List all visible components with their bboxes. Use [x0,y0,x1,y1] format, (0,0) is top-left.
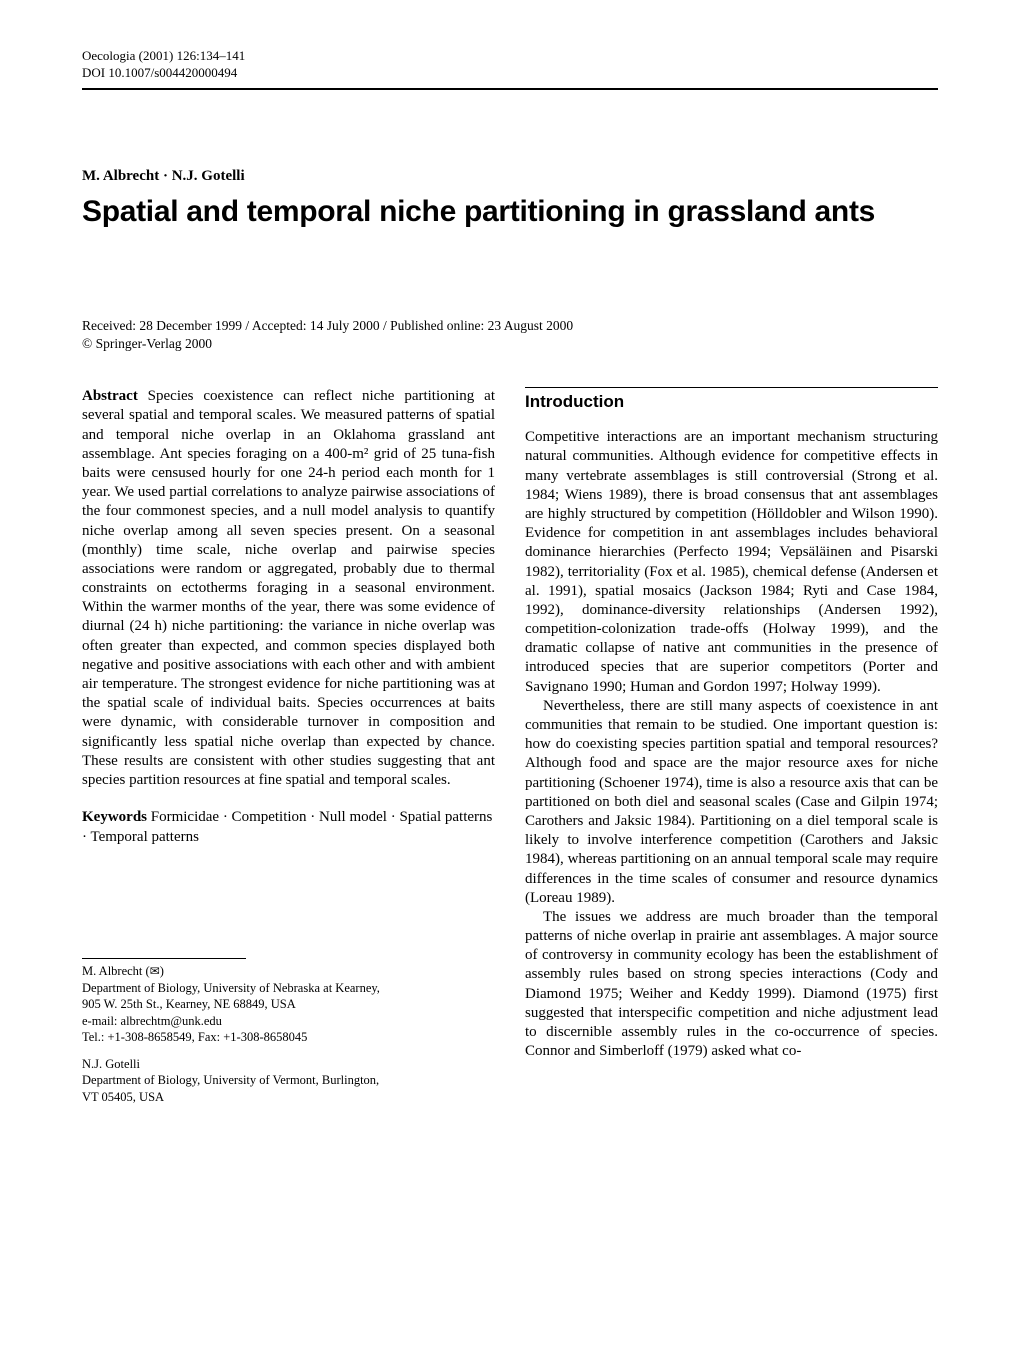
right-column: Introduction Competitive interactions ar… [525,387,938,1115]
abstract-text: Species coexistence can reflect niche pa… [82,388,495,788]
keywords-label: Keywords [82,809,147,825]
abstract-block: Abstract Species coexistence can reflect… [82,387,495,790]
journal-header: Oecologia (2001) 126:134–141 DOI 10.1007… [82,48,938,82]
article-title: Spatial and temporal niche partitioning … [82,195,938,229]
left-column: Abstract Species coexistence can reflect… [82,387,495,1115]
affiliation-primary: M. Albrecht (✉) Department of Biology, U… [82,963,495,1046]
affil-tel: Tel.: +1-308-8658549, Fax: +1-308-865804… [82,1029,495,1046]
affiliation-rule [82,958,246,959]
abstract-label: Abstract [82,388,138,404]
affil-addr: 905 W. 25th St., Kearney, NE 68849, USA [82,996,495,1013]
affil-email: e-mail: albrechtm@unk.edu [82,1013,495,1030]
affiliation-secondary: N.J. Gotelli Department of Biology, Univ… [82,1056,495,1106]
envelope-icon: ✉ [150,964,160,978]
intro-para-1: Competitive interactions are an importan… [525,428,938,697]
header-rule [82,88,938,90]
affil-name-2: N.J. Gotelli [82,1056,495,1073]
keywords-block: Keywords Formicidae · Competition · Null… [82,808,495,848]
affil-dept-2: Department of Biology, University of Ver… [82,1072,495,1089]
received-line: Received: 28 December 1999 / Accepted: 1… [82,317,938,335]
introduction-heading: Introduction [525,387,938,412]
affil-name-end: ) [160,964,164,978]
two-column-layout: Abstract Species coexistence can reflect… [82,387,938,1115]
journal-line: Oecologia (2001) 126:134–141 [82,48,938,65]
doi-line: DOI 10.1007/s004420000494 [82,65,938,82]
intro-para-2: Nevertheless, there are still many aspec… [525,697,938,908]
received-block: Received: 28 December 1999 / Accepted: 1… [82,317,938,353]
authors: M. Albrecht · N.J. Gotelli [82,168,938,185]
affil-name: M. Albrecht ( [82,964,150,978]
affil-name-line: M. Albrecht (✉) [82,963,495,980]
affil-dept: Department of Biology, University of Neb… [82,980,495,997]
affil-addr-2: VT 05405, USA [82,1089,495,1106]
intro-para-3: The issues we address are much broader t… [525,908,938,1062]
copyright-line: © Springer-Verlag 2000 [82,335,938,353]
